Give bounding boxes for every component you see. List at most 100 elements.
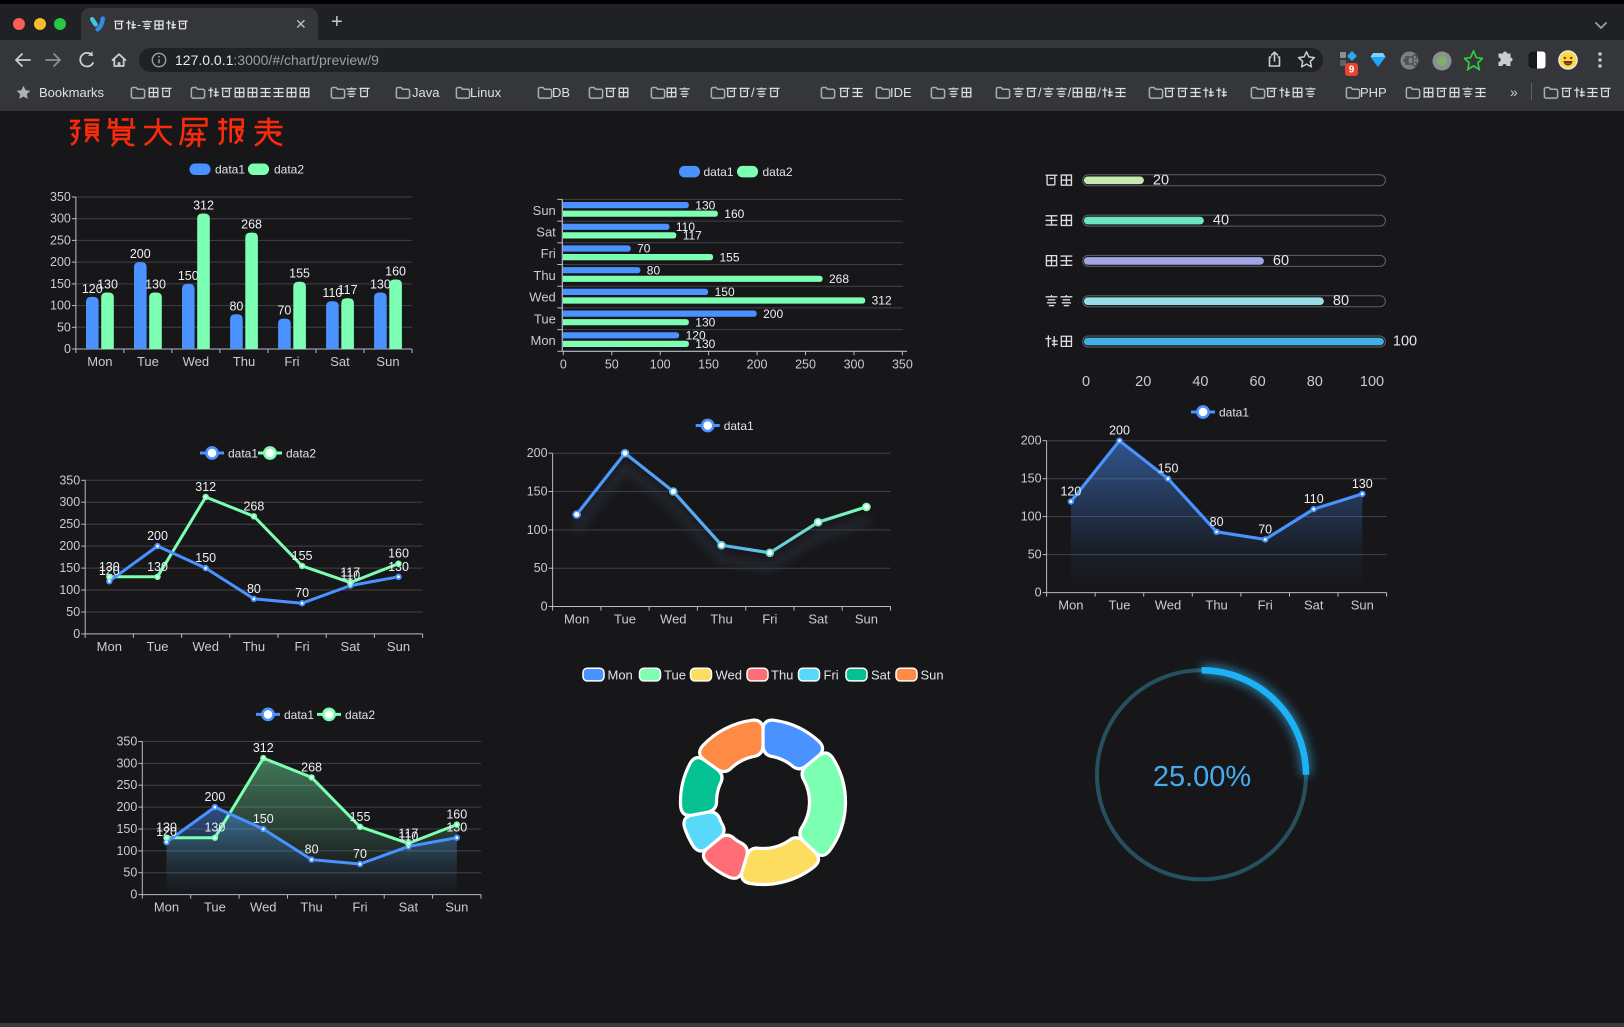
svg-text:Sun: Sun (533, 203, 556, 218)
svg-text:250: 250 (116, 778, 137, 792)
svg-text:Thu: Thu (300, 900, 322, 915)
svg-text:100: 100 (59, 583, 80, 597)
svg-text:100: 100 (1393, 334, 1417, 350)
svg-text:155: 155 (292, 549, 313, 563)
svg-text:70: 70 (637, 242, 651, 256)
svg-text:data2: data2 (345, 708, 375, 722)
svg-text:Fri: Fri (284, 354, 299, 369)
svg-text:130: 130 (204, 821, 225, 835)
svg-text:Fri: Fri (1258, 598, 1273, 613)
svg-text:117: 117 (338, 283, 358, 297)
svg-text:150: 150 (59, 561, 80, 575)
svg-text:130: 130 (1352, 477, 1373, 491)
svg-text:130: 130 (695, 198, 715, 212)
svg-text:350: 350 (116, 735, 137, 749)
svg-text:Tue: Tue (614, 612, 636, 627)
svg-text:150: 150 (698, 357, 719, 371)
svg-text:100: 100 (50, 299, 71, 313)
svg-text:312: 312 (253, 741, 274, 755)
svg-text:200: 200 (59, 539, 80, 553)
svg-text:data2: data2 (274, 163, 304, 177)
svg-text:130: 130 (99, 560, 120, 574)
svg-text:155: 155 (350, 810, 371, 824)
svg-text:0: 0 (73, 627, 80, 641)
svg-text:data1: data1 (724, 419, 754, 433)
svg-text:0: 0 (1082, 374, 1090, 390)
svg-text:268: 268 (829, 272, 849, 286)
svg-text:Wed: Wed (529, 290, 556, 305)
svg-text:Tue: Tue (137, 354, 159, 369)
svg-text:50: 50 (605, 357, 619, 371)
svg-text:Sat: Sat (341, 639, 361, 654)
svg-text:200: 200 (1021, 434, 1042, 448)
svg-text:100: 100 (650, 357, 671, 371)
svg-text:40: 40 (1213, 213, 1229, 229)
svg-text:Tue: Tue (664, 668, 686, 683)
svg-text:130: 130 (695, 315, 715, 329)
svg-text:Fri: Fri (541, 246, 556, 261)
svg-text:80: 80 (1307, 374, 1323, 390)
svg-text:200: 200 (1109, 424, 1130, 438)
svg-text:Sat: Sat (330, 354, 350, 369)
svg-text:268: 268 (301, 760, 322, 774)
svg-text:Sat: Sat (808, 612, 828, 627)
svg-text:100: 100 (1021, 510, 1042, 524)
svg-text:150: 150 (253, 812, 274, 826)
svg-text:Sun: Sun (387, 639, 410, 654)
svg-text:Thu: Thu (533, 268, 555, 283)
svg-text:120: 120 (156, 825, 177, 839)
svg-text:130: 130 (156, 821, 177, 835)
svg-text:Sun: Sun (445, 900, 468, 915)
svg-text:Mon: Mon (608, 668, 633, 683)
svg-text:110: 110 (398, 830, 418, 844)
svg-text:150: 150 (50, 277, 71, 291)
svg-text:80: 80 (647, 263, 661, 277)
svg-text:130: 130 (145, 278, 166, 292)
svg-text:Thu: Thu (710, 612, 732, 627)
svg-text:Fri: Fri (824, 668, 839, 683)
svg-text:130: 130 (97, 278, 118, 292)
svg-text:150: 150 (195, 551, 216, 565)
svg-text:Thu: Thu (1205, 598, 1227, 613)
svg-text:60: 60 (1250, 374, 1266, 390)
svg-text:120: 120 (1060, 485, 1081, 499)
svg-text:350: 350 (50, 190, 71, 204)
svg-text:Tue: Tue (147, 639, 169, 654)
svg-text:70: 70 (295, 586, 309, 600)
svg-text:200: 200 (116, 800, 137, 814)
svg-text:150: 150 (1021, 472, 1042, 486)
svg-text:150: 150 (527, 485, 548, 499)
svg-text:Thu: Thu (771, 668, 793, 683)
svg-text:Mon: Mon (1058, 598, 1083, 613)
svg-text:150: 150 (1158, 462, 1179, 476)
svg-text:Mon: Mon (97, 639, 122, 654)
svg-text:data1: data1 (228, 447, 258, 461)
svg-text:Fri: Fri (295, 639, 310, 654)
svg-text:80: 80 (1210, 515, 1224, 529)
svg-text:Tue: Tue (1109, 598, 1131, 613)
svg-text:312: 312 (193, 199, 214, 213)
svg-text:312: 312 (195, 480, 216, 494)
svg-text:0: 0 (541, 600, 548, 614)
svg-text:155: 155 (289, 267, 310, 281)
svg-text:130: 130 (147, 560, 168, 574)
svg-text:268: 268 (243, 499, 264, 513)
svg-text:Wed: Wed (1155, 598, 1182, 613)
svg-text:268: 268 (241, 218, 262, 232)
svg-text:160: 160 (385, 265, 406, 279)
svg-text:150: 150 (116, 822, 137, 836)
svg-text:Fri: Fri (352, 900, 367, 915)
svg-text:Thu: Thu (243, 639, 265, 654)
svg-text:160: 160 (446, 808, 467, 822)
svg-text:Sun: Sun (376, 354, 399, 369)
svg-text:110: 110 (322, 286, 342, 300)
svg-text:data2: data2 (763, 165, 793, 179)
svg-text:Sat: Sat (399, 900, 419, 915)
svg-text:0: 0 (64, 342, 71, 356)
svg-text:250: 250 (50, 233, 71, 247)
svg-text:200: 200 (204, 790, 225, 804)
svg-text:300: 300 (50, 212, 71, 226)
svg-text:312: 312 (872, 294, 892, 308)
svg-text:160: 160 (724, 207, 744, 221)
svg-text:250: 250 (795, 357, 816, 371)
